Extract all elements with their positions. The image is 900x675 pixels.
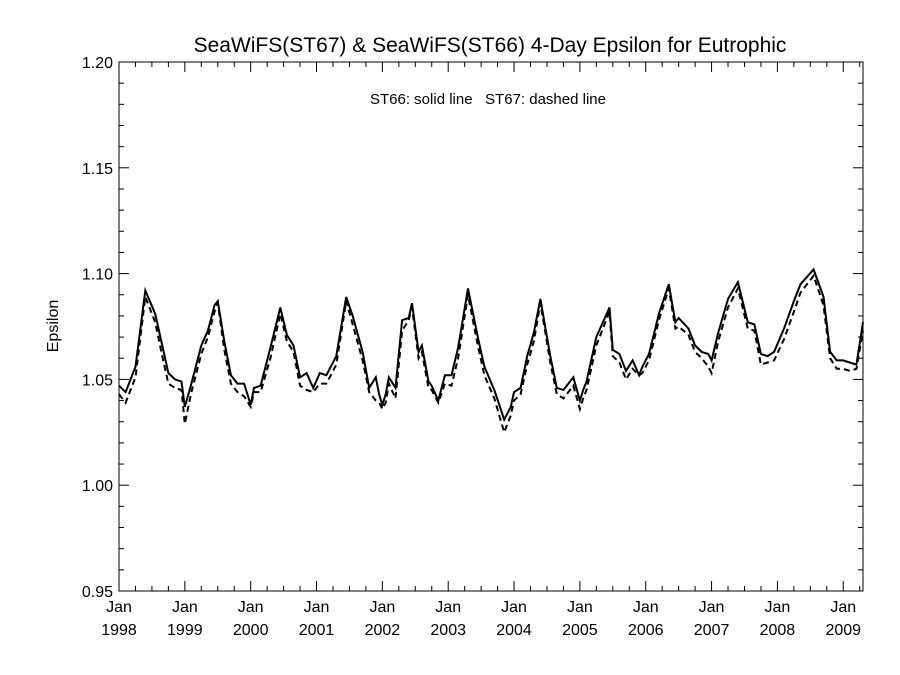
y-tick-label: 1.00 [82, 478, 113, 495]
series-line-st67 [118, 273, 864, 436]
x-tick-label-month: Jan [765, 599, 791, 616]
y-ticks: 0.95 1.00 1.05 1.10 1.15 1.20 [82, 55, 863, 601]
y-tick-label: 1.20 [82, 55, 113, 72]
x-tick-label-year: 2008 [760, 622, 796, 639]
y-axis-label: Epsilon [45, 300, 62, 352]
x-tick-label-year: 1998 [101, 622, 137, 639]
y-tick-label: 1.10 [82, 267, 113, 284]
x-tick-label-year: 2006 [628, 622, 664, 639]
x-tick-label-year: 2000 [233, 622, 269, 639]
x-tick-label-month: Jan [238, 599, 264, 616]
x-tick-label-year: 2009 [825, 622, 861, 639]
series-line-st66 [118, 267, 864, 423]
x-tick-label-year: 1999 [167, 622, 203, 639]
x-tick-label-month: Jan [699, 599, 725, 616]
x-ticks: Jan 1998 Jan 1999 Jan 2000 Jan 2001 Jan 2002 Jan 20… [101, 62, 861, 639]
x-tick-label-year: 2007 [694, 622, 730, 639]
x-tick-label-month: Jan [567, 599, 593, 616]
x-tick-label-month: Jan [172, 599, 198, 616]
series-layer [118, 267, 864, 436]
x-tick-label-year: 2004 [496, 622, 532, 639]
x-tick-label-month: Jan [304, 599, 330, 616]
x-tick-label-year: 2001 [299, 622, 335, 639]
chart-title: SeaWiFS(ST67) & SeaWiFS(ST66) 4-Day Epsi… [194, 34, 787, 57]
y-tick-label: 1.05 [82, 372, 113, 389]
x-tick-label-month: Jan [106, 599, 132, 616]
x-tick-label-year: 2002 [365, 622, 401, 639]
y-tick-label: 0.95 [82, 584, 113, 601]
x-tick-label-month: Jan [633, 599, 659, 616]
y-tick-label: 1.15 [82, 161, 113, 178]
line-style-annotation: ST66: solid line ST67: dashed line [370, 91, 606, 108]
x-tick-label-month: Jan [369, 599, 395, 616]
x-tick-label-month: Jan [501, 599, 527, 616]
x-tick-label-month: Jan [830, 599, 856, 616]
x-tick-label-month: Jan [435, 599, 461, 616]
plot-frame [118, 61, 864, 592]
x-tick-label-year: 2005 [562, 622, 598, 639]
x-tick-label-year: 2003 [430, 622, 466, 639]
